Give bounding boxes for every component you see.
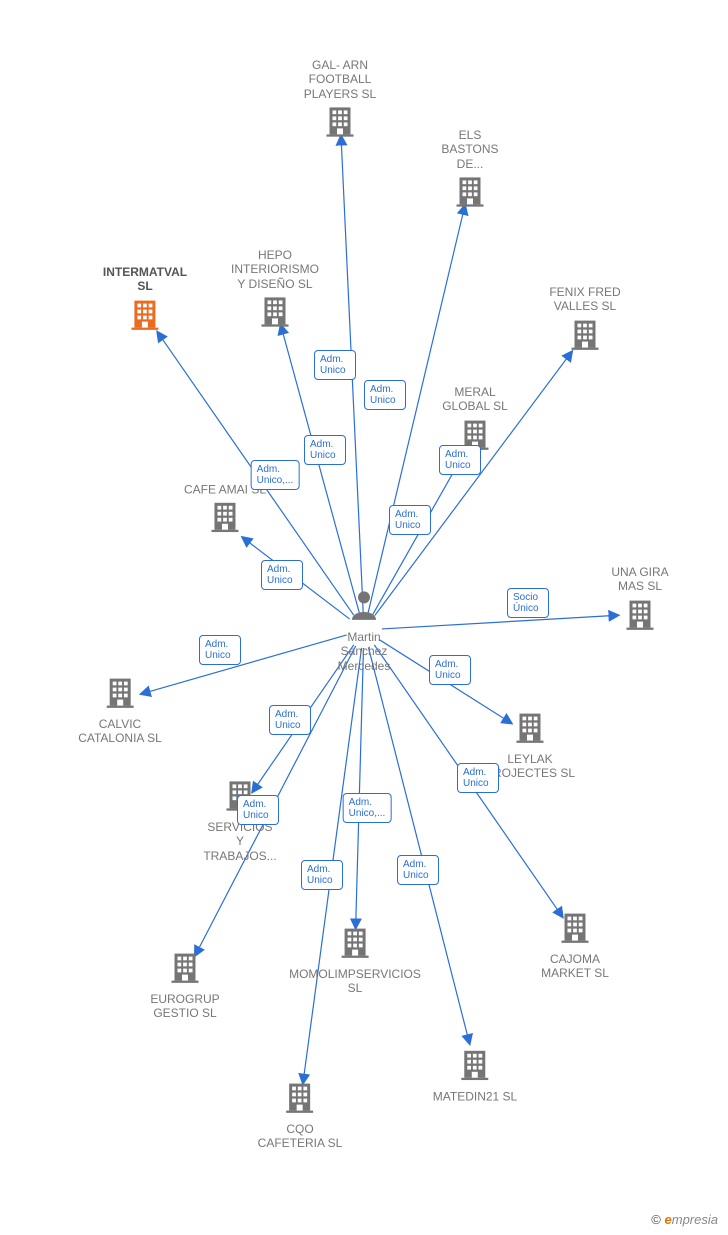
building-icon xyxy=(567,316,603,357)
node-label: CAJOMA MARKET SL xyxy=(535,952,615,981)
edge-label: Adm. Unico xyxy=(389,505,431,535)
building-icon xyxy=(557,909,593,950)
node-label: UNA GIRA MAS SL xyxy=(600,565,680,594)
node-label: CALVIC CATALONIA SL xyxy=(78,717,162,746)
node-label: FENIX FRED VALLES SL xyxy=(545,285,625,314)
company-node[interactable]: CALVIC CATALONIA SL xyxy=(78,674,162,746)
edge-label: Adm. Unico xyxy=(237,795,279,825)
edge-label: Adm. Unico xyxy=(457,763,499,793)
company-node[interactable]: ELS BASTONS DE... xyxy=(430,126,510,214)
building-icon xyxy=(457,1046,493,1087)
company-node[interactable]: INTERMATVAL SL xyxy=(103,263,187,337)
building-icon xyxy=(207,499,243,540)
copyright-symbol: © xyxy=(651,1212,661,1227)
node-label: Martin Sanchez Mercedes xyxy=(324,630,404,673)
node-label: GAL- ARN FOOTBALL PLAYERS SL xyxy=(300,58,380,101)
edge-label: Adm. Unico xyxy=(199,635,241,665)
node-label: SERVICIOS Y TRABAJOS... xyxy=(200,820,280,863)
node-label: MATEDIN21 SL xyxy=(433,1089,517,1103)
building-icon xyxy=(257,293,293,334)
node-label: HEPO INTERIORISMO Y DISEÑO SL xyxy=(231,248,319,291)
node-label: MOMOLIMPSERVICIOS SL xyxy=(289,967,421,996)
node-label: INTERMATVAL SL xyxy=(103,265,187,294)
edge-label: Adm. Unico xyxy=(429,655,471,685)
building-icon xyxy=(282,1079,318,1120)
edge-line xyxy=(356,648,364,928)
edge-label: Adm. Unico xyxy=(304,435,346,465)
footer-credit: © empresia xyxy=(651,1212,718,1227)
node-label: CQO CAFETERIA SL xyxy=(258,1122,343,1151)
company-node[interactable]: CAJOMA MARKET SL xyxy=(535,909,615,981)
edge-label: Adm. Unico xyxy=(364,380,406,410)
edge-label: Adm. Unico,... xyxy=(343,793,392,823)
edge-label: Adm. Unico,... xyxy=(251,460,300,490)
edge-label: Adm. Unico xyxy=(301,860,343,890)
network-diagram: © empresia Martin Sanchez Mercedes GAL- A… xyxy=(0,0,728,1235)
building-icon xyxy=(322,103,358,144)
node-label: EUROGRUP GESTIO SL xyxy=(145,992,225,1021)
edge-label: Adm. Unico xyxy=(397,855,439,885)
company-node[interactable]: MOMOLIMPSERVICIOS SL xyxy=(289,924,421,996)
company-node[interactable]: UNA GIRA MAS SL xyxy=(600,563,680,637)
node-label: ELS BASTONS DE... xyxy=(430,128,510,171)
brand-rest: mpresia xyxy=(672,1212,718,1227)
edge-label: Socio Único xyxy=(507,588,549,618)
edge-line xyxy=(141,635,347,694)
building-icon xyxy=(127,296,163,337)
building-icon xyxy=(512,709,548,750)
brand-accent: e xyxy=(665,1212,672,1227)
center-person-node[interactable]: Martin Sanchez Mercedes xyxy=(324,587,404,673)
building-icon xyxy=(622,596,658,637)
company-node[interactable]: EUROGRUP GESTIO SL xyxy=(145,949,225,1021)
building-icon xyxy=(452,173,488,214)
company-node[interactable]: CQO CAFETERIA SL xyxy=(258,1079,343,1151)
edge-line xyxy=(382,615,618,629)
company-node[interactable]: MATEDIN21 SL xyxy=(433,1046,517,1103)
company-node[interactable]: GAL- ARN FOOTBALL PLAYERS SL xyxy=(300,56,380,144)
company-node[interactable]: HEPO INTERIORISMO Y DISEÑO SL xyxy=(231,246,319,334)
building-icon xyxy=(102,674,138,715)
company-node[interactable]: FENIX FRED VALLES SL xyxy=(545,283,625,357)
building-icon xyxy=(337,924,373,965)
edge-label: Adm. Unico xyxy=(314,350,356,380)
edge-label: Adm. Unico xyxy=(261,560,303,590)
node-label: MERAL GLOBAL SL xyxy=(435,385,515,414)
edge-label: Adm. Unico xyxy=(439,445,481,475)
person-icon xyxy=(346,587,382,628)
edge-label: Adm. Unico xyxy=(269,705,311,735)
building-icon xyxy=(167,949,203,990)
